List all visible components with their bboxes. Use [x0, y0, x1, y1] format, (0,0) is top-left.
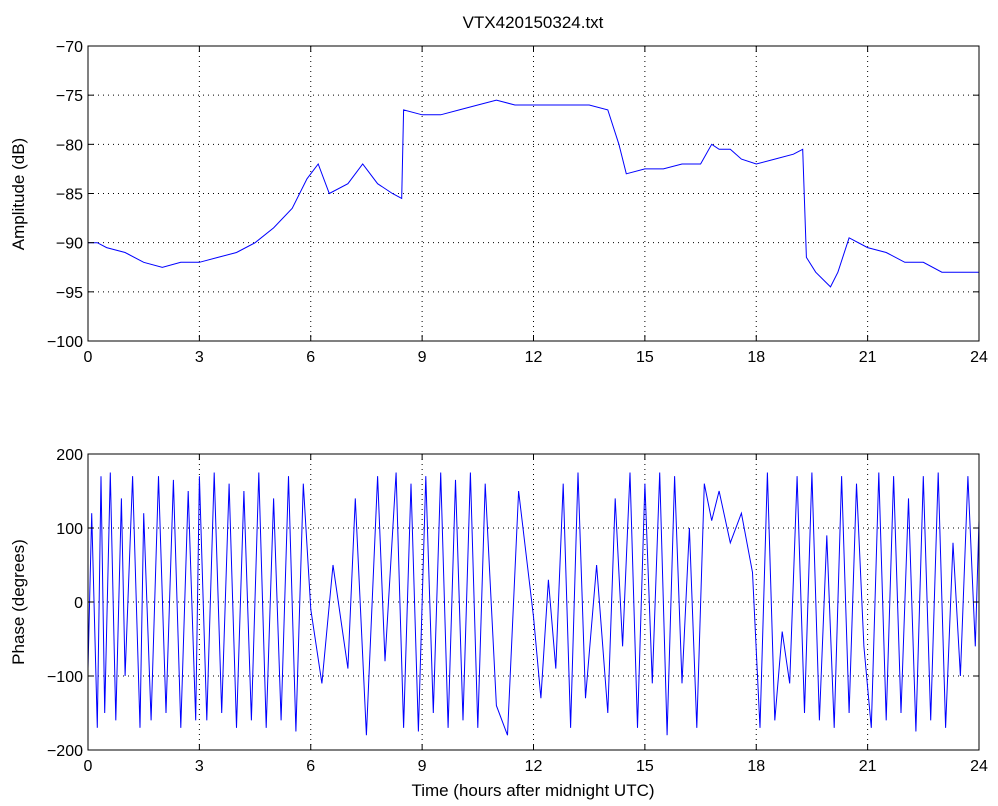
amplitude-series-line	[88, 99, 979, 288]
phase-y-tick-label: 0	[74, 595, 83, 612]
amplitude-x-tick-label: 3	[195, 349, 204, 366]
amplitude-panel: 0 3 6 9 12 15 18 21 24 −100 −95 −90 −85 −80 −75 −70	[47, 39, 988, 366]
phase-x-axis-label: Time (hours after midnight UTC)	[411, 781, 654, 800]
amplitude-y-axis-label: Amplitude (dB)	[9, 138, 28, 250]
phase-y-tick-label: −200	[47, 743, 83, 760]
amplitude-x-tick-label: 15	[636, 349, 654, 366]
amplitude-x-tick-label: 0	[84, 349, 93, 366]
phase-panel: 0 3 6 9 12 15 18 21 24 −200 −100 0 100 200	[47, 447, 988, 775]
phase-x-tick-label: 3	[195, 758, 204, 775]
phase-x-tick-label: 9	[418, 758, 427, 775]
amplitude-x-tick-label: 12	[525, 349, 543, 366]
amplitude-x-tick-label: 21	[859, 349, 877, 366]
amplitude-y-tick-label: −95	[56, 285, 83, 302]
phase-x-tick-label: 12	[525, 758, 543, 775]
phase-x-tick-label: 6	[306, 758, 315, 775]
phase-y-axis-label: Phase (degrees)	[9, 539, 28, 665]
phase-y-tick-label: −100	[47, 669, 83, 686]
amplitude-y-tick-label: −80	[56, 137, 83, 154]
phase-x-tick-label: 18	[747, 758, 765, 775]
phase-x-tick-label: 21	[859, 758, 877, 775]
amplitude-y-tick-label: −90	[56, 236, 83, 253]
amplitude-x-tick-label: 9	[418, 349, 427, 366]
amplitude-y-tick-label: −100	[47, 334, 83, 351]
amplitude-x-tick-label: 18	[747, 349, 765, 366]
amplitude-x-tick-label: 24	[970, 349, 988, 366]
figure-title: VTX420150324.txt	[463, 13, 604, 32]
phase-y-tick-label: 100	[56, 521, 83, 538]
phase-series-line	[88, 472, 979, 736]
phase-y-tick-label: 200	[56, 447, 83, 464]
phase-x-tick-label: 24	[970, 758, 988, 775]
amplitude-x-tick-label: 6	[306, 349, 315, 366]
amplitude-y-tick-label: −70	[56, 39, 83, 56]
amplitude-y-tick-label: −85	[56, 187, 83, 204]
amplitude-y-tick-label: −75	[56, 88, 83, 105]
phase-x-tick-label: 0	[84, 758, 93, 775]
phase-x-tick-label: 15	[636, 758, 654, 775]
